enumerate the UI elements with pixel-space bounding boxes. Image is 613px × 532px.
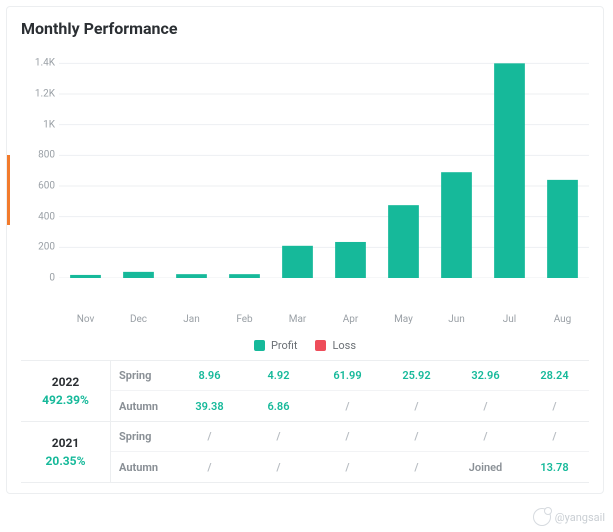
table-cell: / (313, 430, 382, 443)
x-tick-label: May (377, 308, 430, 325)
x-tick-label: Jul (483, 308, 536, 325)
season-row: Autumn////Joined13.78 (111, 452, 589, 482)
table-cell: / (382, 461, 451, 474)
y-tick-label: 1.4K (35, 58, 55, 69)
y-tick-label: 1.2K (35, 89, 55, 100)
bar[interactable] (70, 275, 101, 278)
bar[interactable] (547, 180, 578, 278)
table-cell: / (451, 430, 520, 443)
loss-swatch (315, 340, 326, 351)
year-label: 2021 (52, 436, 80, 450)
season-label: Autumn (111, 400, 175, 413)
performance-table: 2022492.39%Spring8.964.9261.9925.9232.96… (21, 360, 589, 483)
accent-marker (7, 155, 10, 225)
table-cell: 28.24 (520, 369, 589, 382)
x-tick-label: Nov (59, 308, 112, 325)
table-cell: / (520, 400, 589, 413)
card-title: Monthly Performance (21, 19, 589, 38)
y-tick-label: 600 (38, 181, 55, 192)
x-tick-label: Jun (430, 308, 483, 325)
table-cell: 39.38 (175, 400, 244, 413)
table-cell: / (244, 461, 313, 474)
legend-profit-label: Profit (271, 339, 298, 352)
table-cell: / (313, 461, 382, 474)
table-cell: / (382, 400, 451, 413)
y-axis: 02004006008001K1.2K1.4K (21, 48, 59, 278)
bar[interactable] (282, 246, 313, 278)
legend-loss-label: Loss (332, 339, 356, 352)
table-cell: / (244, 430, 313, 443)
x-tick-label: Apr (324, 308, 377, 325)
season-label: Autumn (111, 461, 175, 474)
season-row: Spring////// (111, 422, 589, 452)
bar[interactable] (229, 274, 260, 278)
table-cell: / (313, 400, 382, 413)
year-cell: 2021 20.35% (21, 422, 111, 482)
year-cell: 2022 492.39% (21, 361, 111, 421)
table-cell: 6.86 (244, 400, 313, 413)
table-row: 202120.35%Spring//////Autumn////Joined13… (21, 422, 589, 483)
y-tick-label: 1K (43, 119, 55, 130)
bar[interactable] (494, 63, 525, 278)
season-label: Spring (111, 369, 175, 382)
x-tick-label: Feb (218, 308, 271, 325)
table-cell: 25.92 (382, 369, 451, 382)
y-tick-label: 400 (38, 211, 55, 222)
watermark-icon (533, 508, 551, 526)
table-cell: 32.96 (451, 369, 520, 382)
table-cell: / (520, 430, 589, 443)
year-percent: 20.35% (46, 454, 86, 468)
bar[interactable] (441, 172, 472, 278)
table-cell: Joined (451, 461, 520, 474)
table-cell: / (175, 430, 244, 443)
year-percent: 492.39% (42, 393, 89, 407)
watermark-text: @yangsail (555, 511, 605, 524)
season-row: Autumn39.386.86//// (111, 391, 589, 421)
table-cell: 13.78 (520, 461, 589, 474)
table-cell: / (451, 400, 520, 413)
table-row: 2022 492.39% Spring8.964.9261.9925.9232.96… (21, 361, 589, 422)
x-tick-label: Jan (165, 308, 218, 325)
bar[interactable] (123, 272, 154, 278)
plot-area (59, 48, 589, 278)
x-axis-labels: NovDecJanFebMarAprMayJunJulAug (59, 308, 589, 325)
y-tick-label: 0 (49, 273, 55, 284)
bar[interactable] (335, 242, 366, 278)
bar[interactable] (176, 274, 207, 278)
season-rows: Spring8.964.9261.9925.9232.9628.24Autumn… (111, 361, 589, 421)
season-rows: Spring//////Autumn////Joined13.78 (111, 422, 589, 482)
legend-loss[interactable]: Loss (315, 339, 356, 352)
chart-legend: Profit Loss (21, 339, 589, 352)
watermark: @yangsail (533, 508, 605, 526)
season-label: Spring (111, 430, 175, 443)
table-cell: 8.96 (175, 369, 244, 382)
bar-chart: 0 200 400 600 800 1K 1.2K 1.4K (21, 48, 589, 308)
y-tick-label: 200 (38, 242, 55, 253)
bar[interactable] (388, 205, 419, 278)
table-cell: / (382, 430, 451, 443)
y-tick-label: 800 (38, 150, 55, 161)
table-cell: / (175, 461, 244, 474)
table-cell: 61.99 (313, 369, 382, 382)
x-tick-label: Dec (112, 308, 165, 325)
table-cell: 4.92 (244, 369, 313, 382)
performance-card: Monthly Performance 0 200 400 600 800 1K 1.2K 1… (6, 6, 604, 494)
profit-swatch (254, 340, 265, 351)
chart-svg (59, 48, 589, 278)
legend-profit[interactable]: Profit (254, 339, 298, 352)
year-label: 2022 (52, 375, 80, 389)
x-tick-label: Mar (271, 308, 324, 325)
season-row: Spring8.964.9261.9925.9232.9628.24 (111, 361, 589, 391)
x-tick-label: Aug (536, 308, 589, 325)
